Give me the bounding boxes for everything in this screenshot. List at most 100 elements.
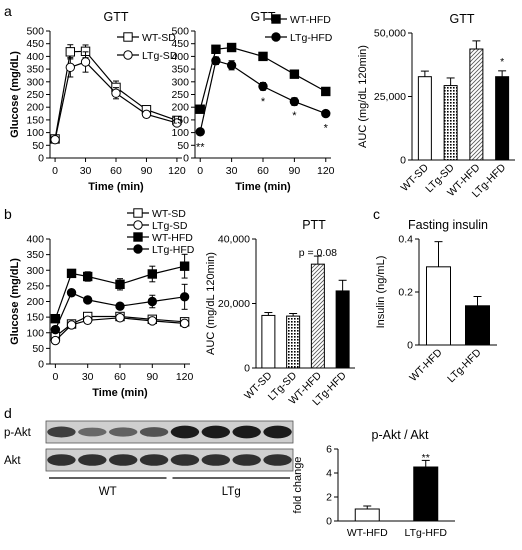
data-point-LTg-HFD	[66, 288, 77, 298]
data-point-LTg-SD	[50, 335, 61, 346]
data-point-WT-HFD	[147, 269, 158, 279]
data-point-WT-HFD	[195, 104, 205, 114]
category-label: WT-HFD	[407, 346, 445, 384]
series-line-WT-HFD	[54, 265, 185, 319]
x-tick-label: 120	[168, 165, 186, 177]
data-point-LTg-SD	[111, 88, 121, 98]
y-tick-label: 500	[26, 26, 44, 38]
chart-title: p-Akt / Akt	[372, 428, 429, 442]
data-point-LTg-SD	[80, 57, 91, 67]
panel-letter-d: d	[4, 405, 12, 421]
blot-band	[232, 425, 261, 439]
x-tick-label: 120	[176, 371, 194, 383]
chart-title: GTT	[104, 10, 129, 24]
legend-label: WT-SD	[152, 208, 186, 220]
y-tick-label: 0	[38, 359, 44, 371]
y-axis-label: Insulin (ng/mL)	[375, 256, 387, 329]
chart-fasting-insulin: 0 0.2 0.4 Fasting insulin Insulin (ng/mL) WT-…	[375, 218, 497, 385]
y-tick-label: 40,000	[218, 234, 250, 246]
panel-letter-c: c	[373, 206, 380, 222]
y-tick-label: 100	[26, 327, 44, 339]
category-label: LTg-HFD	[405, 527, 448, 539]
y-tick-label: 50	[32, 140, 44, 152]
blot-band	[201, 454, 231, 466]
y-tick-label: 300	[26, 265, 44, 277]
legend-label: LTg-HFD	[290, 32, 333, 44]
bar-LTg-SD	[443, 85, 458, 161]
data-point-LTg-SD	[179, 318, 190, 329]
blot-band	[170, 454, 200, 466]
y-tick-label: 2	[326, 492, 332, 504]
bar-LTg-HFD	[465, 305, 490, 346]
blot-band	[47, 426, 76, 438]
y-tick-label: 0.2	[398, 287, 413, 299]
legend-marker	[133, 208, 143, 218]
y-tick-label: 350	[171, 64, 189, 76]
blot-band	[201, 425, 231, 439]
bar-WT-HFD	[310, 263, 325, 369]
blot-band	[263, 425, 292, 439]
y-tick-label: 300	[26, 76, 44, 88]
chart-pakt-ratio: 0 2 4 6 p-Akt / Akt fold change WT-HFD LTg-HFD *…	[292, 428, 455, 539]
y-tick-label: 350	[26, 64, 44, 76]
legend-marker	[133, 232, 143, 242]
blot-group-label: LTg	[222, 486, 241, 498]
significance-annotation: p = 0.08	[299, 247, 337, 259]
significance-annotation: *	[500, 56, 504, 68]
y-tick-label: 0	[183, 153, 189, 165]
x-tick-label: 90	[141, 165, 153, 177]
y-tick-label: 150	[26, 114, 44, 126]
blot-band	[139, 454, 169, 466]
y-axis-label: AUC (mg/dL 120min)	[357, 45, 369, 148]
y-tick-label: 400	[171, 51, 189, 63]
western-blot: p-Akt Akt WT LTg	[4, 420, 294, 498]
y-tick-label: 400	[26, 51, 44, 63]
y-tick-label: 500	[171, 26, 189, 38]
y-tick-label: 350	[26, 249, 44, 261]
data-point-WT-HFD	[211, 44, 221, 54]
y-tick-label: 50	[177, 140, 189, 152]
legend-label: WT-HFD	[290, 14, 331, 26]
x-tick-label: 60	[257, 165, 269, 177]
data-point-LTg-SD	[65, 62, 76, 73]
y-axis-label: AUC (mg/dL 120min)	[205, 252, 217, 355]
data-point-LTg-SD	[66, 320, 77, 330]
y-tick-label: 0	[407, 340, 413, 352]
data-point-WT-HFD	[115, 279, 125, 290]
legend-label: LTg-SD	[152, 220, 188, 232]
series-line-LTg-HFD	[199, 59, 327, 132]
y-axis-label: fold change	[292, 457, 304, 514]
bar-WT-SD	[417, 76, 432, 161]
blot-band	[170, 425, 200, 439]
legend-label: WT-HFD	[152, 232, 193, 244]
bar-LTg-HFD	[495, 76, 510, 161]
data-point-WT-HFD	[289, 69, 300, 79]
y-tick-label: 50	[32, 343, 44, 355]
x-tick-label: 30	[82, 371, 94, 383]
significance-annotation: *	[261, 96, 266, 108]
legend-marker	[123, 32, 133, 42]
y-tick-label: 0	[326, 516, 332, 528]
series-line-LTg-HFD	[54, 292, 185, 330]
blot-band	[232, 454, 261, 466]
significance-annotation: *	[324, 123, 329, 135]
data-point-LTg-HFD	[50, 324, 61, 335]
data-point-WT-SD	[65, 47, 76, 57]
blot-row-label: Akt	[4, 455, 21, 467]
blot-band	[263, 454, 292, 466]
data-point-LTg-HFD	[115, 301, 125, 311]
data-point-LTg-SD	[147, 316, 158, 326]
x-tick-label: 0	[52, 165, 58, 177]
y-tick-label: 450	[26, 38, 44, 50]
bar-WT-HFD	[426, 266, 451, 346]
y-tick-label: 0	[38, 153, 44, 165]
blot-band	[108, 454, 138, 466]
data-point-LTg-HFD	[321, 108, 331, 119]
legend-marker	[133, 244, 143, 254]
y-tick-label: 0	[244, 363, 250, 375]
data-point-LTg-SD	[82, 315, 93, 325]
blot-band	[108, 427, 138, 437]
x-axis-label: Time (min)	[88, 181, 144, 193]
data-point-WT-HFD	[258, 51, 268, 62]
